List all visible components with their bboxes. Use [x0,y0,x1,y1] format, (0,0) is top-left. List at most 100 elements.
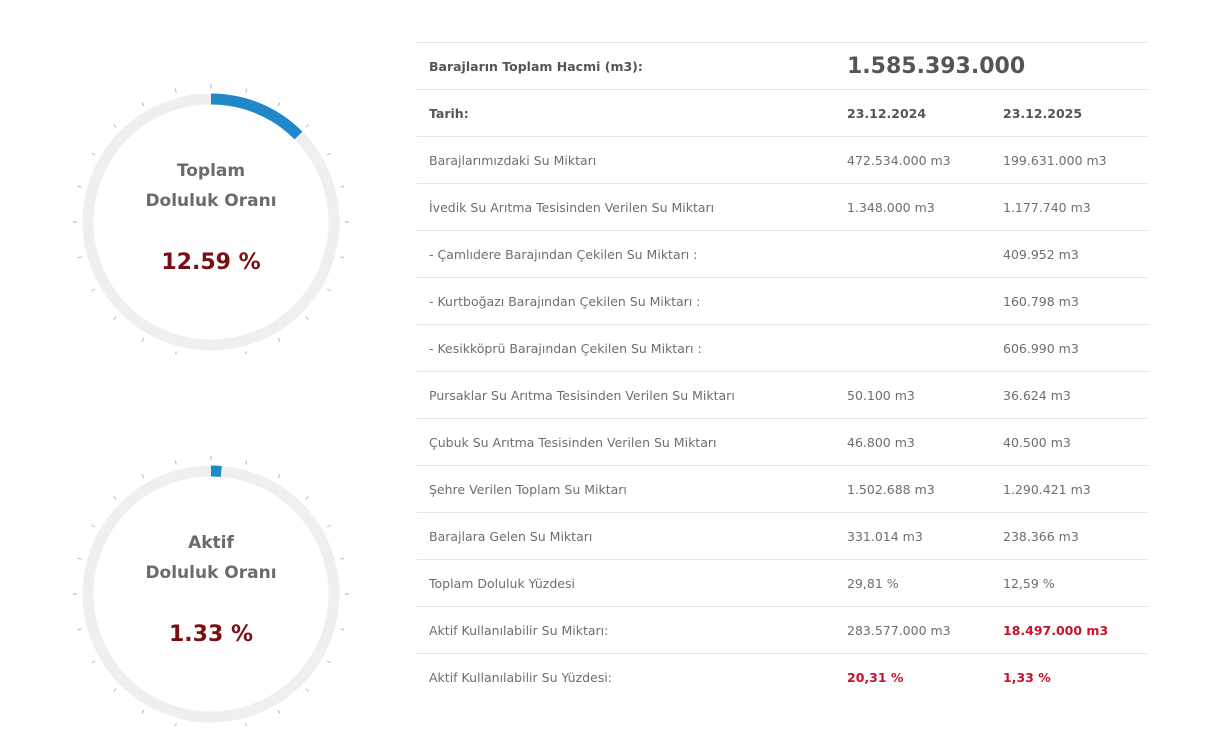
active-gauge-tick [77,628,82,631]
active-gauge-tick [277,709,281,714]
row-label: Toplam Doluluk Yüzdesi [417,559,835,607]
total-gauge-tick [113,316,117,320]
total-gauge-title-line2: Doluluk Oranı [145,191,277,211]
active-gauge-ring [73,456,349,726]
table-row: Şehre Verilen Toplam Su Miktarı 1.502.688… [417,465,1148,513]
active-gauge-tick [326,660,331,664]
row-value: 1.348.000 m3 [835,183,991,231]
date-header-row: Tarih: 23.12.2024 23.12.2025 [417,89,1148,137]
total-gauge-fill-arc [210,93,303,140]
row-value: 20,31 % [835,653,991,700]
active-gauge-tick [77,557,82,560]
row-value: 1.177.740 m3 [991,183,1148,231]
total-gauge-tick [113,124,117,128]
row-value: 238.366 m3 [991,512,1148,560]
active-gauge-tick [113,496,117,500]
total-gauge-tick [305,124,309,128]
table-row: Aktif Kullanılabilir Su Miktarı: 283.577.… [417,606,1148,654]
row-value [835,324,991,372]
active-gauge-track [82,465,340,723]
row-value: 1.502.688 m3 [835,465,991,513]
total-gauge-tick [326,152,331,156]
row-value: 46.800 m3 [835,418,991,466]
row-label: - Çamlıdere Barajından Çekilen Su Miktar… [417,230,835,278]
table-row: İvedik Su Arıtma Tesisinden Verilen Su M… [417,183,1148,231]
total-gauge-tick [340,256,345,259]
row-label: Barajlara Gelen Su Miktarı [417,512,835,560]
table-row: Pursaklar Su Arıtma Tesisinden Verilen S… [417,371,1148,419]
row-label: Şehre Verilen Toplam Su Miktarı [417,465,835,513]
table-row: Barajlarımızdaki Su Miktarı 472.534.000 m… [417,136,1148,184]
total-gauge-tick [77,256,82,259]
row-value: 472.534.000 m3 [835,136,991,184]
row-label: Aktif Kullanılabilir Su Yüzdesi: [417,653,835,700]
table-row: Çubuk Su Arıtma Tesisinden Verilen Su Mi… [417,418,1148,466]
total-gauge-tick [91,152,96,156]
table-row: - Kesikköprü Barajından Çekilen Su Mikta… [417,324,1148,372]
active-gauge-value: 1.33 % [169,622,253,647]
total-volume-row: Barajların Toplam Hacmi (m3): 1.585.393.… [417,42,1148,90]
active-gauge-tick [245,460,248,465]
total-gauge-tick [277,337,281,342]
date-column-1: 23.12.2024 [835,89,991,137]
row-value: 18.497.000 m3 [991,606,1148,654]
active-fill-gauge: Aktif Doluluk Oranı 1.33 % [61,426,361,726]
total-gauge-tick [91,288,96,292]
total-gauge-ring [73,84,349,354]
row-label: Aktif Kullanılabilir Su Miktarı: [417,606,835,654]
active-gauge-tick [326,524,331,528]
active-gauge-tick [141,709,145,714]
table-row: - Kurtboğazı Barajından Çekilen Su Mikta… [417,277,1148,325]
row-value: 283.577.000 m3 [835,606,991,654]
date-label: Tarih: [417,89,835,137]
row-label: - Kesikköprü Barajından Çekilen Su Mikta… [417,324,835,372]
total-fill-gauge: Toplam Doluluk Oranı 12.59 % [61,54,361,354]
table-row: Aktif Kullanılabilir Su Yüzdesi: 20,31 % 1… [417,653,1148,700]
total-gauge-tick [245,351,247,354]
total-gauge-tick [245,88,248,93]
row-label: Barajlarımızdaki Su Miktarı [417,136,835,184]
active-gauge-tick [91,524,96,528]
total-gauge-tick [77,185,82,188]
total-gauge-tick [305,316,309,320]
active-gauge-tick [277,474,281,479]
table-row: - Çamlıdere Barajından Çekilen Su Miktar… [417,230,1148,278]
active-gauge-tick [340,628,345,631]
total-gauge-tick [340,185,345,188]
row-label: Çubuk Su Arıtma Tesisinden Verilen Su Mi… [417,418,835,466]
total-volume-value: 1.585.393.000 [835,42,1148,90]
date-column-2: 23.12.2025 [991,89,1148,137]
total-gauge-tick [175,351,177,354]
total-volume-label: Barajların Toplam Hacmi (m3): [417,42,835,90]
active-gauge-tick [113,688,117,692]
row-label: Pursaklar Su Arıtma Tesisinden Verilen S… [417,371,835,419]
active-gauge-tick [340,557,345,560]
row-value: 199.631.000 m3 [991,136,1148,184]
total-gauge-tick [326,288,331,292]
active-gauge-tick [305,688,309,692]
row-value: 12,59 % [991,559,1148,607]
total-gauge-value: 12.59 % [161,250,261,275]
total-gauge-tick [141,337,145,342]
row-value: 409.952 m3 [991,230,1148,278]
active-gauge-tick [305,496,309,500]
table-row: Toplam Doluluk Yüzdesi 29,81 % 12,59 % [417,559,1148,607]
row-value [835,230,991,278]
active-gauge-tick [175,723,177,726]
table-row: Barajlara Gelen Su Miktarı 331.014 m3 238.… [417,512,1148,560]
row-value: 1,33 % [991,653,1148,700]
row-value: 331.014 m3 [835,512,991,560]
total-gauge-tick [277,102,281,107]
active-gauge-tick [174,460,177,465]
active-gauge-title-line2: Doluluk Oranı [145,563,277,583]
dam-statistics-table: Barajların Toplam Hacmi (m3): 1.585.393.… [417,42,1148,700]
active-gauge-tick [141,474,145,479]
row-value: 1.290.421 m3 [991,465,1148,513]
row-value: 29,81 % [835,559,991,607]
active-gauge-title-line1: Aktif [188,533,234,553]
total-gauge-title-line1: Toplam [176,161,246,181]
active-gauge-tick [91,660,96,664]
row-value: 40.500 m3 [991,418,1148,466]
row-value: 50.100 m3 [835,371,991,419]
row-value: 36.624 m3 [991,371,1148,419]
